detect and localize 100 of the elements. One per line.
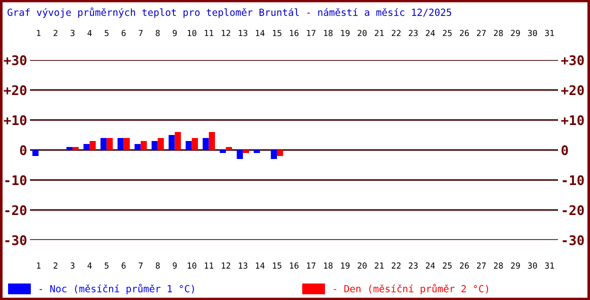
category-label: 13 [238,30,248,36]
x-tick-label: 26 [460,262,469,269]
category-label: 31 [545,30,554,36]
y2-tick-label: -20 [562,205,584,216]
category-label: 14 [256,30,265,36]
bar [226,147,232,150]
bar [152,141,158,150]
category-label: 28 [494,30,503,36]
category-label: 21 [374,30,384,36]
bar [106,138,113,150]
category-label: 9 [172,30,177,36]
legend-label: - Noc (měsíční průměr 1 °C) [40,284,194,294]
bar [134,144,141,150]
x-tick-label: 12 [222,262,230,269]
bar [236,150,243,159]
bar [192,138,198,150]
bar [158,138,164,150]
category-label: 29 [511,30,520,36]
category-label: 11 [204,30,214,36]
category-label: 4 [88,30,92,36]
bar [118,138,124,150]
category-label: 18 [324,30,333,36]
x-tick-label: 27 [476,262,486,269]
chart-title: Graf vývoje průměrných teplot pro teploměr Bruntál - náměstí a měsíc 12/2025 [8,8,452,18]
x-tick-label: 19 [341,262,350,269]
bar [140,141,147,150]
x-tick-label: 3 [70,262,74,269]
bar [202,138,209,150]
y2-tick-label: 0 [562,145,568,156]
x-tick-label: 13 [238,262,248,269]
bar [220,150,226,153]
bar [270,150,277,159]
legend-label: - Den (měsíční průměr 2 °C) [334,284,488,294]
category-label: 25 [442,30,452,36]
y2-tick-label: +30 [561,55,584,66]
category-label: 27 [476,30,486,36]
bar [100,138,107,150]
y2-tick-label: +20 [561,85,584,96]
bar [90,141,96,150]
category-label: 23 [408,30,418,36]
x-tick-label: 7 [138,262,143,269]
x-tick-label: 24 [426,262,435,269]
category-label: 6 [122,30,126,36]
x-tick-label: 16 [290,262,298,269]
x-tick-label: 25 [442,262,452,269]
bar [242,150,250,153]
bar [32,150,39,156]
x-tick-label: 9 [172,262,177,269]
y-tick-label: +30 [4,55,26,66]
category-label: 3 [70,30,74,36]
category-label: 17 [307,30,316,36]
x-tick-label: 23 [408,262,418,269]
y2-tick-label: -30 [562,235,584,246]
x-tick-label: 30 [528,262,537,269]
x-tick-label: 28 [494,262,503,269]
x-tick-label: 4 [88,262,92,269]
x-tick-label: 2 [54,262,58,269]
category-label: 24 [426,30,435,36]
y-tick-label: 0 [20,145,26,156]
category-label: 7 [138,30,143,36]
category-label: 2 [54,30,58,36]
bar [174,132,181,150]
x-tick-label: 14 [256,262,265,269]
bar [276,150,284,156]
bar [66,147,73,150]
bar [186,141,192,150]
y-tick-label: -30 [5,235,26,246]
bar [124,138,130,150]
x-tick-label: 11 [204,262,214,269]
y-tick-label: +20 [4,85,26,96]
category-label: 15 [272,30,282,36]
x-tick-label: 31 [545,262,554,269]
bar [168,135,175,150]
category-label: 19 [341,30,350,36]
x-tick-label: 18 [324,262,333,269]
x-tick-label: 5 [104,262,108,269]
x-tick-label: 8 [156,262,160,269]
category-label: 16 [290,30,298,36]
x-tick-label: 22 [392,262,400,269]
category-label: 1 [37,30,40,36]
y2-tick-label: +10 [561,115,584,126]
category-label: 12 [222,30,230,36]
x-tick-label: 21 [374,262,384,269]
category-label: 30 [528,30,537,36]
bar [208,132,215,150]
category-label: 22 [392,30,400,36]
category-label: 10 [188,30,196,36]
x-tick-label: 1 [37,262,40,269]
y-tick-label: +10 [4,115,26,126]
y-tick-label: -20 [5,205,26,216]
x-tick-label: 17 [307,262,316,269]
x-tick-label: 10 [188,262,196,269]
bar [254,150,260,153]
x-tick-label: 29 [511,262,520,269]
category-label: 8 [156,30,160,36]
y2-tick-label: -10 [562,175,584,186]
x-tick-label: 20 [358,262,367,269]
bar [72,147,79,150]
x-tick-label: 15 [272,262,282,269]
category-label: 20 [358,30,367,36]
